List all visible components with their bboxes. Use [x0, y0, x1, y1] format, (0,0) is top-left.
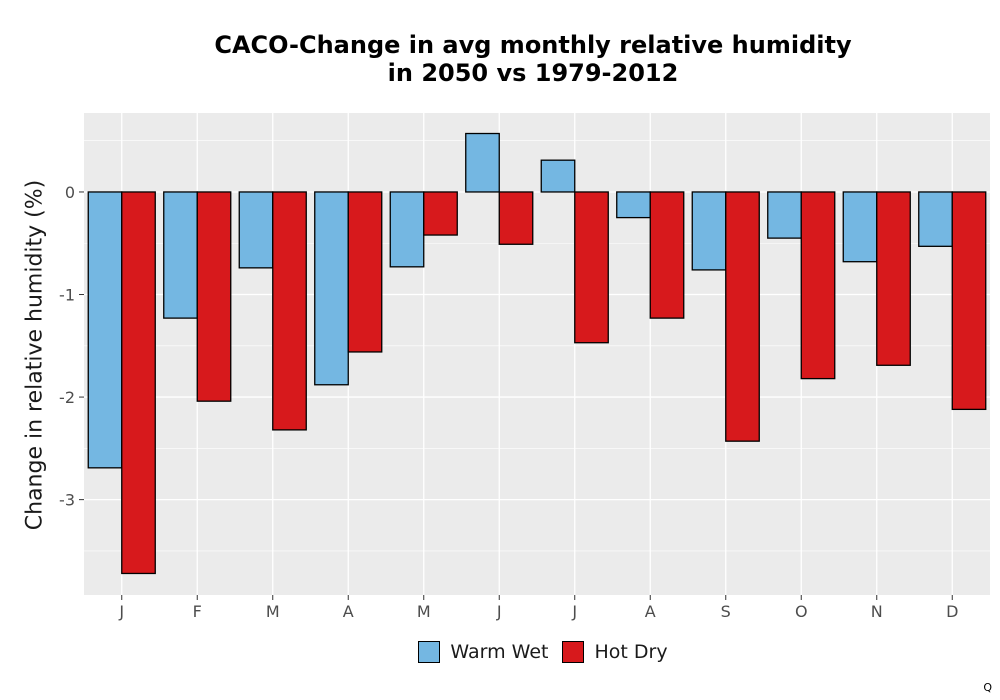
x-tick-label: J [496, 602, 502, 621]
legend-item-hot-dry: Hot Dry [562, 641, 668, 663]
bar-warm-wet [238, 191, 274, 269]
bar-warm-wet [918, 191, 953, 247]
legend-swatch-warm-wet [418, 641, 441, 663]
x-tick-label: M [417, 602, 431, 621]
legend: Warm Wet Hot Dry [0, 641, 1000, 663]
x-tick-label: A [645, 602, 656, 621]
y-tick-label: -2 [59, 388, 75, 407]
x-tick-label: F [193, 602, 202, 621]
bar-warm-wet [842, 191, 878, 263]
bar-warm-wet [540, 159, 576, 193]
bar-hot-dry [196, 191, 232, 402]
y-axis-label: Change in relative humidity (%) [22, 179, 48, 531]
x-tick-label: D [946, 602, 958, 621]
bar-hot-dry [800, 191, 836, 380]
y-tick-label: -1 [59, 286, 75, 305]
legend-swatch-hot-dry [562, 641, 585, 663]
bar-warm-wet [767, 191, 802, 239]
y-tick-label: 0 [65, 183, 75, 202]
bar-hot-dry [498, 191, 534, 245]
bar-hot-dry [574, 191, 609, 344]
bar-warm-wet [465, 132, 500, 193]
bar-hot-dry [876, 191, 911, 366]
bar-hot-dry [423, 191, 458, 236]
bar-hot-dry [272, 191, 307, 431]
bar-warm-wet [163, 191, 198, 319]
bar-hot-dry [951, 191, 987, 411]
legend-label-hot-dry: Hot Dry [594, 641, 668, 663]
y-tick-label: -3 [59, 491, 75, 510]
x-tick-label: S [721, 602, 731, 621]
x-tick-label: O [795, 602, 808, 621]
bar-hot-dry [649, 191, 685, 319]
chart-title-line-1: CACO-Change in avg monthly relative humi… [214, 31, 852, 59]
bar-hot-dry [347, 191, 383, 353]
bar-warm-wet [616, 191, 651, 219]
x-tick-label: M [266, 602, 280, 621]
bar-warm-wet [314, 191, 349, 386]
bar-hot-dry [725, 191, 760, 442]
legend-label-warm-wet: Warm Wet [450, 641, 549, 663]
bar-warm-wet [87, 191, 123, 469]
bar-warm-wet [691, 191, 727, 271]
legend-item-warm-wet: Warm Wet [418, 641, 548, 663]
x-tick-label: J [118, 602, 124, 621]
plot-panel [84, 113, 990, 595]
bar-hot-dry [121, 191, 156, 575]
bar-warm-wet [389, 191, 425, 268]
caption: Q [983, 681, 992, 694]
chart-title-line-2: in 2050 vs 1979-2012 [387, 59, 679, 87]
x-tick-label: A [343, 602, 354, 621]
x-tick-label: N [871, 602, 883, 621]
x-tick-label: J [571, 602, 577, 621]
